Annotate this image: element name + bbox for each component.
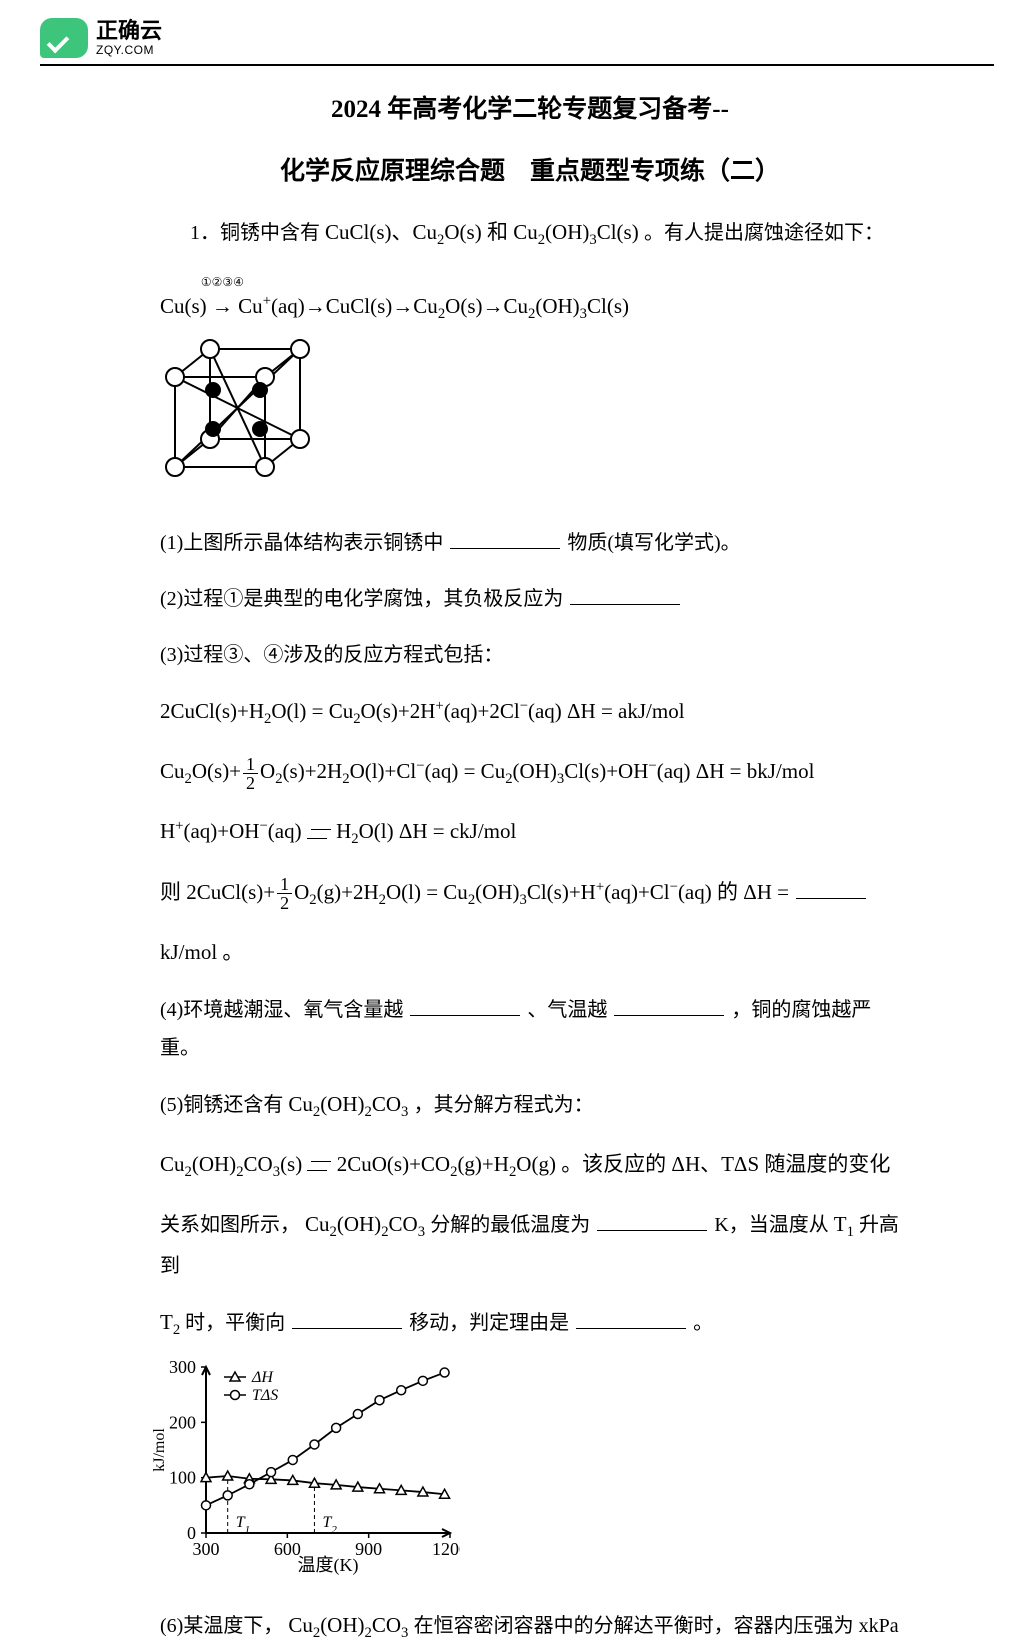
q16-a: (6)某温度下， xyxy=(160,1615,283,1637)
q15-tail-b: 关系如图所示， xyxy=(160,1214,300,1236)
blank-4 xyxy=(410,994,520,1016)
blank-7 xyxy=(292,1307,402,1329)
svg-text:900: 900 xyxy=(355,1539,382,1559)
svg-text:300: 300 xyxy=(169,1357,196,1377)
thermo-chart: 01002003003006009001200kJ/mol温度(K)T1T2ΔH… xyxy=(150,1355,460,1575)
q15-tail-f: 分解的最低温度为 xyxy=(430,1214,590,1236)
arrow-annotated: ①②③④→ xyxy=(212,273,233,327)
q15t-oh: (OH) xyxy=(337,1212,381,1236)
q1-1-tail: 物质(填写化学式)。 xyxy=(567,532,740,554)
q1-1: (1)上图所示晶体结构表示铜锈中 物质(填写化学式)。 xyxy=(160,524,900,562)
equation-1: 2CuCl(s)+H2O(l) = Cu2O(s)+2H+(aq)+2Cl−(a… xyxy=(160,692,900,734)
q1-5-a: (5)铜锈还含有 xyxy=(160,1094,283,1116)
q15-oh: (OH) xyxy=(320,1092,364,1116)
f-and: 和 xyxy=(482,220,514,244)
q1-6: (6)某温度下， Cu2(OH)2CO3 在恒容密闭容器中的分解达平衡时，容器内… xyxy=(160,1606,900,1648)
pw-cu: Cu(s) xyxy=(160,294,207,318)
pw-cuplus: Cu xyxy=(238,294,263,318)
q15-co: CO xyxy=(372,1092,401,1116)
q15-tail-a: 。该反应的 ΔH、TΔS 随温度的变化 xyxy=(561,1152,890,1176)
q16-formula: Cu2(OH)2CO3 xyxy=(288,1613,413,1637)
logo-cn: 正确云 xyxy=(96,19,162,43)
q1-intro: 1．铜锈中含有 CuCl(s)、Cu2O(s) 和 Cu2(OH)3Cl(s) … xyxy=(160,213,900,255)
blank-5 xyxy=(614,994,724,1016)
q1-5-e: ，其分解方程式为： xyxy=(414,1094,594,1116)
q16-e: 在恒容密闭容器中的分解达平衡时，容器内压强为 xkPa xyxy=(414,1615,899,1637)
q1-4: (4)环境越潮湿、氧气含量越 、气温越 ，铜的腐蚀越严重。 xyxy=(160,991,900,1067)
blank-3 xyxy=(796,875,866,898)
eq4-prefix: 则 xyxy=(160,880,181,904)
logo-text: 正确云 ZQY.COM xyxy=(96,19,162,56)
pw-oh: (OH) xyxy=(535,294,579,318)
logo-en: ZQY.COM xyxy=(96,44,162,57)
t2-sym: T xyxy=(160,1310,173,1334)
logo: 正确云 ZQY.COM xyxy=(40,18,162,58)
equation-4-unit: kJ/mol 。 xyxy=(160,933,900,973)
q15-formula2: Cu2(OH)2CO3 xyxy=(305,1212,430,1236)
blank-2 xyxy=(570,583,680,605)
q15-tail-k: 时，平衡向 xyxy=(185,1312,285,1334)
f-cl: Cl(s) xyxy=(597,220,639,244)
q15-t2: T2 xyxy=(160,1310,180,1334)
eq4-dh: 的 ΔH = xyxy=(717,880,794,904)
title-line-1: 2024 年高考化学二轮专题复习备考-- xyxy=(160,86,900,134)
equation-3: H+(aq)+OH−(aq) H2O(l) ΔH = ckJ/mol xyxy=(160,812,900,854)
svg-text:TΔS: TΔS xyxy=(252,1387,278,1404)
equation-2: Cu2O(s)+12O2(s)+2H2O(l)+Cl−(aq) = Cu2(OH… xyxy=(160,752,900,794)
t1-sym: T xyxy=(834,1212,847,1236)
svg-text:200: 200 xyxy=(169,1412,196,1432)
page-content: 2024 年高考化学二轮专题复习备考-- 化学反应原理综合题 重点题型专项练（二… xyxy=(160,80,900,1648)
q15-t1: T1 xyxy=(834,1212,854,1236)
svg-text:温度(K): 温度(K) xyxy=(298,1555,359,1575)
q15t-cu: Cu xyxy=(305,1212,330,1236)
f-oh: (OH) xyxy=(545,220,589,244)
blank-1 xyxy=(450,527,560,549)
svg-text:300: 300 xyxy=(193,1539,220,1559)
q1-2-text: (2)过程①是典型的电化学腐蚀，其负极反应为 xyxy=(160,588,563,610)
q16-co: CO xyxy=(372,1613,401,1637)
title-line-2: 化学反应原理综合题 重点题型专项练（二） xyxy=(160,148,900,196)
f-cu2o: O(s) xyxy=(444,220,481,244)
logo-icon xyxy=(40,18,88,58)
q16-cu: Cu xyxy=(288,1613,313,1637)
header-divider xyxy=(40,64,994,66)
crystal-structure-diagram xyxy=(160,337,320,487)
q1-intro-formula: CuCl(s)、Cu2O(s) 和 Cu2(OH)3Cl(s) xyxy=(325,220,644,244)
pw-cl: Cl(s) xyxy=(587,294,629,318)
q1-5: (5)铜锈还含有 Cu2(OH)2CO3 ，其分解方程式为： xyxy=(160,1085,900,1127)
pw-mid: (aq)→CuCl(s)→Cu xyxy=(271,294,438,318)
q16-oh: (OH) xyxy=(320,1613,364,1637)
equation-5: Cu2(OH)2CO3(s) 2CuO(s)+CO2(g)+H2O(g) 。该反… xyxy=(160,1145,900,1187)
svg-text:ΔH: ΔH xyxy=(251,1369,274,1386)
q1-intro-text: 1．铜锈中含有 xyxy=(190,222,320,244)
svg-text:100: 100 xyxy=(169,1468,196,1488)
q1-5-formula: Cu2(OH)2CO3 xyxy=(288,1092,413,1116)
f-cucl: CuCl(s)、Cu xyxy=(325,220,437,244)
q15-tail-m: 。 xyxy=(693,1312,713,1334)
equation-4: 则 2CuCl(s)+12O2(g)+2H2O(l) = Cu2(OH)3Cl(… xyxy=(160,873,900,915)
pw-cu2o: O(s)→Cu xyxy=(445,294,528,318)
f-cu: Cu xyxy=(513,220,538,244)
pathway: Cu(s) ①②③④→ Cu+(aq)→CuCl(s)→Cu2O(s)→Cu2(… xyxy=(160,273,900,329)
q1-5-cont: 关系如图所示， Cu2(OH)2CO3 分解的最低温度为 K，当温度从 T1 升… xyxy=(160,1205,900,1285)
svg-text:kJ/mol: kJ/mol xyxy=(151,1428,168,1472)
q1-5-cont2: T2 时，平衡向 移动，判定理由是 。 xyxy=(160,1303,900,1345)
q15-tail-g: K，当温度从 xyxy=(714,1214,828,1236)
q15-tail-l: 移动，判定理由是 xyxy=(409,1312,569,1334)
blank-8 xyxy=(576,1307,686,1329)
q1-4-b: 、气温越 xyxy=(527,999,607,1021)
q1-1-text: (1)上图所示晶体结构表示铜锈中 xyxy=(160,532,443,554)
blank-6 xyxy=(597,1209,707,1231)
q1-2: (2)过程①是典型的电化学腐蚀，其负极反应为 xyxy=(160,580,900,618)
arrow-labels: ①②③④ xyxy=(201,271,244,294)
q15-cu: Cu xyxy=(288,1092,313,1116)
q15t-co: CO xyxy=(389,1212,418,1236)
q1-4-a: (4)环境越潮湿、氧气含量越 xyxy=(160,999,403,1021)
q1-3: (3)过程③、④涉及的反应方程式包括： xyxy=(160,636,900,674)
svg-text:1200: 1200 xyxy=(432,1539,460,1559)
q1-intro-tail: 。有人提出腐蚀途径如下： xyxy=(644,222,884,244)
